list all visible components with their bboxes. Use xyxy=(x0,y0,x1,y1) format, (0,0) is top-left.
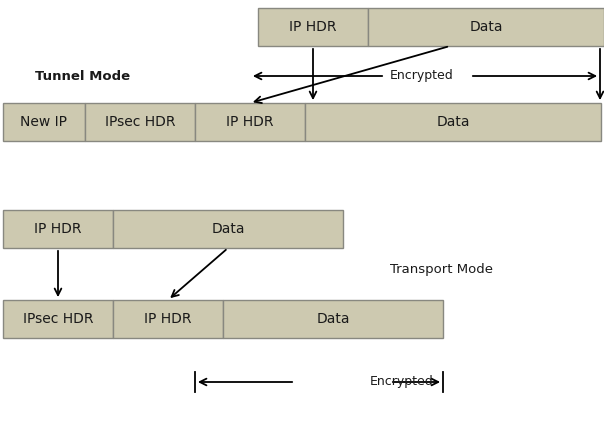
Text: Data: Data xyxy=(316,312,350,326)
Bar xyxy=(113,300,223,338)
Text: IP HDR: IP HDR xyxy=(226,115,274,129)
Bar xyxy=(3,103,85,141)
Text: Encrypted: Encrypted xyxy=(390,70,454,82)
Bar xyxy=(223,300,443,338)
Text: IPsec HDR: IPsec HDR xyxy=(104,115,175,129)
Text: Data: Data xyxy=(469,20,503,34)
Bar xyxy=(305,103,601,141)
Bar xyxy=(113,210,343,248)
Text: IP HDR: IP HDR xyxy=(144,312,191,326)
Text: Tunnel Mode: Tunnel Mode xyxy=(35,70,130,82)
Bar xyxy=(368,8,604,46)
Bar xyxy=(258,8,368,46)
Bar xyxy=(195,103,305,141)
Text: New IP: New IP xyxy=(21,115,68,129)
Text: Data: Data xyxy=(436,115,470,129)
Text: IPsec HDR: IPsec HDR xyxy=(23,312,93,326)
Bar xyxy=(3,300,113,338)
Text: Data: Data xyxy=(211,222,245,236)
Text: IP HDR: IP HDR xyxy=(34,222,82,236)
Bar xyxy=(3,210,113,248)
Text: IP HDR: IP HDR xyxy=(289,20,337,34)
Bar xyxy=(85,103,195,141)
Text: Encrypted: Encrypted xyxy=(370,376,434,389)
Text: Transport Mode: Transport Mode xyxy=(390,263,493,276)
